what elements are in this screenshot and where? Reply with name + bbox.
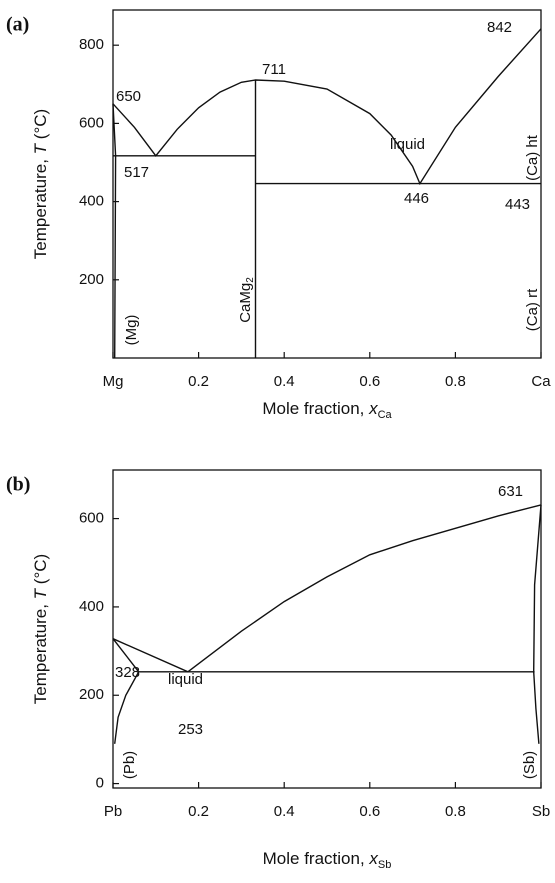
compound-subscript: 2 (245, 277, 256, 283)
plot-frame (112, 469, 542, 789)
x-axis-title-var: x (368, 849, 378, 868)
y-axis-title-text: Temperature, (31, 154, 50, 259)
panel-label: (b) (6, 474, 30, 496)
annotation: 443 (505, 196, 530, 213)
annotation: (Sb) (521, 751, 538, 779)
x-axis-title-sub: Sb (378, 859, 391, 871)
annotation: liquid (390, 136, 425, 153)
y-tick-label: 800 (79, 36, 104, 53)
annotation: (Mg) (123, 315, 140, 346)
y-axis-title: Temperature, T (°C) (31, 109, 50, 259)
annotation: liquid (168, 671, 203, 688)
y-axis-title-text: Temperature, (31, 599, 50, 704)
phase-boundary (112, 103, 117, 359)
annotation: (Pb) (121, 751, 138, 779)
x-tick-label: 0.2 (188, 803, 209, 820)
annotation: (Ca) ht (524, 134, 541, 181)
y-axis-title-unit: (°C) (31, 554, 50, 589)
phase-boundary (112, 638, 140, 673)
x-tick-label: 0.6 (359, 373, 380, 390)
phase-boundary (532, 504, 542, 744)
phase-boundary (114, 671, 140, 744)
phase-boundary (112, 504, 542, 673)
compound-label: CaMg2 (237, 277, 256, 323)
y-tick-label: 400 (79, 598, 104, 615)
x-tick-label: 0.8 (445, 803, 466, 820)
annotation: 631 (498, 483, 523, 500)
annotation: 328 (115, 664, 140, 681)
x-axis-title-text: Mole fraction, (262, 399, 369, 418)
y-tick-label: 600 (79, 114, 104, 131)
phase-boundary (112, 28, 542, 186)
y-tick-label: 400 (79, 193, 104, 210)
x-tick-label: 0.4 (274, 803, 295, 820)
x-tick-label: Ca (531, 373, 551, 390)
x-axis-title-var: x (368, 399, 378, 418)
x-tick-label: 0.6 (359, 803, 380, 820)
annotation: 517 (124, 164, 149, 181)
annotation: 446 (404, 190, 429, 207)
y-axis-title-unit: (°C) (31, 109, 50, 144)
x-tick-label: 0.4 (274, 373, 295, 390)
x-tick-label: Pb (104, 803, 122, 820)
y-axis-title: Temperature, T (°C) (31, 554, 50, 704)
y-axis-title-var: T (31, 587, 50, 599)
annotation: (Ca) rt (524, 288, 541, 331)
x-tick-label: Mg (103, 373, 124, 390)
annotation: 842 (487, 19, 512, 36)
y-tick-label: 600 (79, 510, 104, 527)
x-tick-label: Sb (532, 803, 550, 820)
x-axis-title: Mole fraction, xCa (262, 399, 392, 420)
x-axis-title-sub: Ca (378, 409, 393, 421)
x-axis-title-text: Mole fraction, (263, 849, 370, 868)
annotation: 711 (262, 61, 286, 78)
y-tick-label: 200 (79, 686, 104, 703)
x-axis-title: Mole fraction, xSb (263, 849, 392, 870)
compound-formula: CaMg (237, 283, 254, 323)
x-tick-label: 0.8 (445, 373, 466, 390)
y-axis-title-var: T (31, 142, 50, 154)
annotation: 253 (178, 721, 203, 738)
y-tick-label: 0 (96, 775, 104, 792)
panel-label: (a) (6, 14, 29, 36)
annotation: 650 (116, 88, 141, 105)
x-tick-label: 0.2 (188, 373, 209, 390)
y-tick-label: 200 (79, 271, 104, 288)
